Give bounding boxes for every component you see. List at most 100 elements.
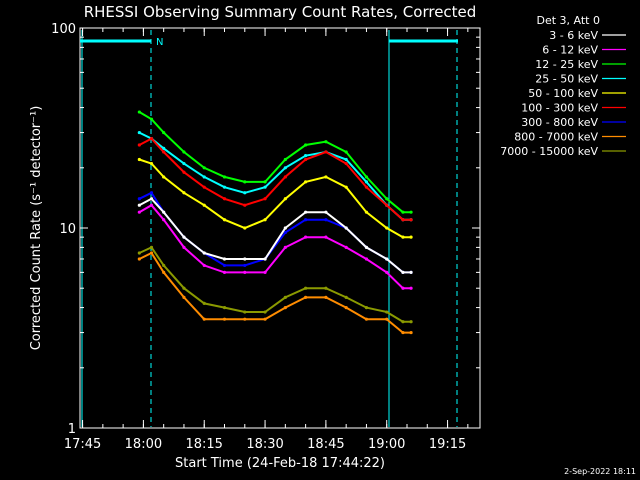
data-point [202, 317, 206, 321]
data-point [304, 210, 308, 214]
data-point [324, 150, 328, 154]
data-point [344, 161, 348, 166]
data-point [401, 218, 405, 222]
data-point [283, 166, 287, 170]
data-point [304, 218, 308, 222]
data-point [401, 210, 405, 214]
data-point [182, 235, 186, 239]
data-point [202, 263, 206, 268]
data-point [137, 197, 141, 201]
data-point [243, 180, 247, 184]
data-point [137, 143, 141, 147]
legend-label: 3 - 6 keV [549, 29, 598, 42]
data-point [385, 257, 389, 261]
data-point [409, 218, 413, 222]
data-point [401, 330, 405, 335]
data-point [182, 245, 186, 249]
data-point [283, 245, 287, 249]
data-point [243, 310, 247, 314]
data-point [182, 295, 186, 299]
data-point [344, 185, 348, 189]
footer-date: 2-Sep-2022 18:11 [564, 467, 636, 476]
data-point [409, 330, 413, 335]
data-point [324, 210, 328, 214]
data-point [409, 320, 413, 324]
data-point [364, 257, 369, 261]
data-point [324, 175, 328, 179]
data-point [222, 197, 227, 201]
x-tick-label: 18:45 [307, 437, 344, 452]
x-tick-label: 18:00 [125, 437, 162, 452]
data-point [182, 150, 186, 154]
data-point [344, 226, 348, 230]
data-point [162, 175, 166, 179]
data-point [385, 203, 389, 207]
chart-title: RHESSI Observing Summary Count Rates, Co… [84, 3, 477, 21]
x-tick-label: 19:00 [368, 437, 405, 452]
data-point [304, 286, 308, 290]
data-point [162, 150, 166, 154]
series-line [138, 203, 412, 290]
data-point [401, 320, 405, 324]
data-point [283, 197, 287, 201]
data-point [243, 191, 247, 195]
data-point [409, 210, 413, 214]
data-point [202, 166, 206, 170]
data-point [401, 286, 405, 290]
data-point [137, 110, 141, 114]
data-point [149, 251, 154, 255]
x-tick-label: 18:30 [246, 437, 283, 452]
series-line [138, 197, 412, 274]
series-line [138, 246, 412, 323]
data-point [409, 286, 413, 290]
data-point [385, 270, 389, 274]
data-point [283, 175, 287, 179]
axes: 17:45 18:00 18:15 18:30 18:45 19:00 19:15 1 10 10… [51, 22, 480, 452]
data-point [222, 257, 227, 261]
data-point [149, 136, 154, 141]
data-point [364, 210, 369, 214]
data-point [222, 263, 227, 268]
data-point [149, 191, 154, 195]
data-point [202, 185, 206, 189]
data-point [409, 270, 413, 274]
data-point [137, 257, 141, 261]
data-point [344, 295, 348, 299]
data-point [364, 175, 369, 179]
data-point [243, 257, 247, 261]
data-point [283, 226, 287, 230]
data-point [304, 157, 308, 162]
data-point [324, 235, 328, 239]
data-point [344, 150, 348, 154]
data-point [137, 251, 141, 255]
data-point [263, 317, 267, 321]
data-point [344, 157, 348, 162]
series-line [138, 251, 412, 334]
data-point [324, 218, 328, 222]
data-point [364, 305, 369, 310]
data-point [263, 197, 267, 201]
data-point [182, 170, 186, 174]
y-tick-label: 1 [68, 422, 76, 437]
data-point [149, 117, 154, 121]
data-point [304, 295, 308, 299]
data-point [324, 286, 328, 290]
y-tick-label: 100 [51, 22, 76, 37]
legend-label: 6 - 12 keV [542, 44, 598, 57]
data-point [243, 203, 247, 207]
series-line [138, 131, 412, 221]
series-line [138, 137, 412, 221]
x-tick-label: 18:15 [185, 437, 222, 452]
data-point [364, 317, 369, 321]
data-point [202, 251, 206, 255]
legend-label: 800 - 7000 keV [514, 131, 598, 144]
data-point [304, 235, 308, 239]
data-point [222, 305, 227, 310]
flag-label: N [156, 37, 163, 48]
data-point [385, 197, 389, 201]
data-point [137, 130, 141, 135]
data-point [344, 245, 348, 249]
data-point [182, 191, 186, 195]
data-point [385, 317, 389, 321]
